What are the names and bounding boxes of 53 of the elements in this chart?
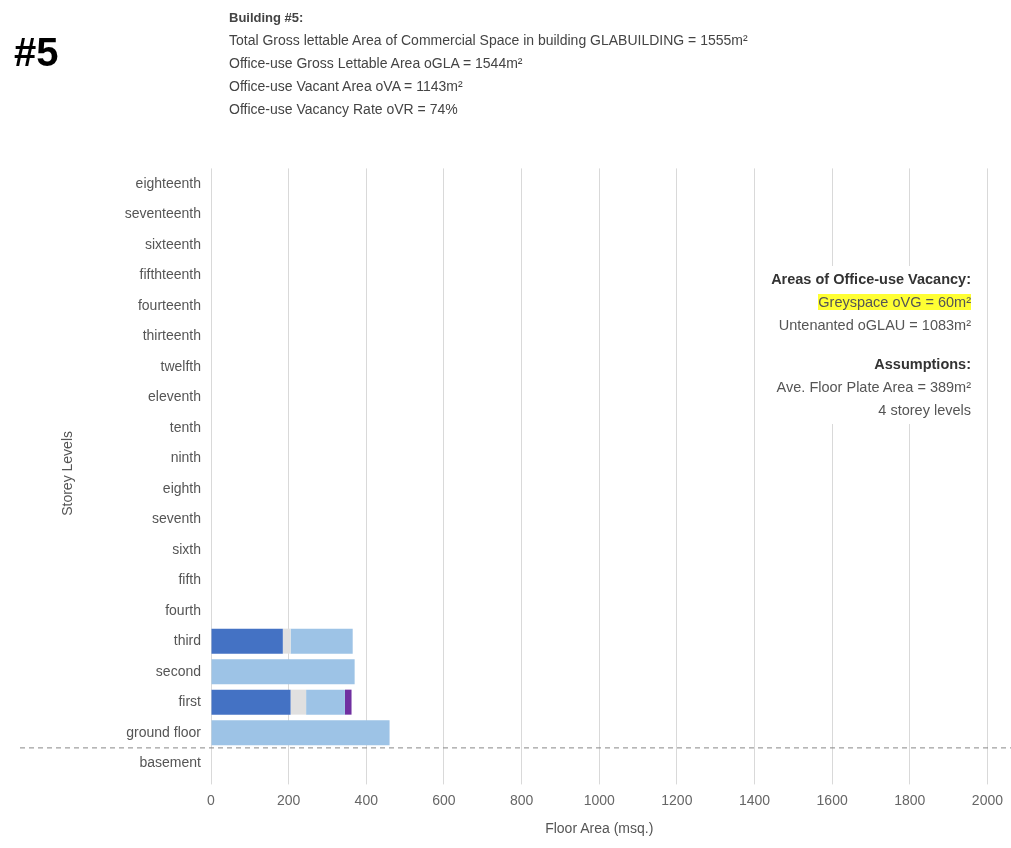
bar — [211, 659, 355, 685]
y-tick-label: ground floor — [126, 723, 202, 740]
text: Office-use Gross Lettable Area oGLA = 1544m² — [229, 54, 524, 73]
y-tick-label: thirteenth — [142, 327, 201, 344]
y-tick-label: eleventh — [148, 388, 201, 405]
text: Office-use Vacant Area oVA = 1143m² — [229, 77, 464, 96]
x-tick-label: 200 — [276, 791, 301, 808]
y-tick-label: second — [155, 662, 201, 679]
y-tick-label: sixteenth — [144, 235, 201, 252]
x-tick-label: 800 — [509, 791, 534, 808]
y-tick-label: seventeenth — [124, 205, 201, 222]
x-tick-label: 1400 — [738, 791, 771, 808]
x-tick-label: 600 — [432, 791, 456, 808]
annotation: 4 storey levels — [878, 402, 971, 418]
annotation: Areas of Office-use Vacancy: — [771, 271, 971, 287]
y-tick-label: basement — [139, 754, 202, 771]
bar — [211, 689, 291, 715]
text: Total Gross lettable Area of Commercial Space in building GLABUILDING = 1555m² — [229, 31, 748, 50]
x-tick-label: 400 — [354, 791, 379, 808]
x-tick-label: 0 — [207, 791, 216, 808]
x-axis-title: Floor Area (msq.) — [545, 820, 654, 837]
annotation: Assumptions: — [874, 356, 971, 372]
bar — [290, 628, 353, 654]
bar — [211, 720, 390, 746]
y-axis-title: Storey Levels — [59, 430, 76, 516]
y-tick-label: tenth — [169, 418, 201, 435]
chart-title: #5 — [14, 30, 59, 75]
bar — [306, 689, 345, 715]
annotation: Ave. Floor Plate Area = 389m² — [776, 379, 971, 395]
bar — [344, 689, 352, 715]
x-tick-label: 1200 — [661, 791, 693, 808]
y-tick-label: first — [178, 693, 202, 710]
x-tick-label: 2000 — [971, 791, 1004, 808]
y-tick-label: fourth — [165, 601, 201, 618]
x-tick-label: 1800 — [894, 791, 926, 808]
x-tick-label: 1600 — [816, 791, 848, 808]
y-tick-label: third — [173, 632, 201, 649]
y-tick-label: fourteenth — [137, 296, 201, 313]
y-tick-label: eighth — [162, 479, 201, 496]
y-tick-label: eighteenth — [135, 174, 201, 191]
bar — [290, 689, 307, 715]
y-tick-label: seventh — [151, 510, 201, 527]
annotation: Greyspace oVG = 60m² — [818, 294, 971, 310]
y-tick-label: sixth — [172, 540, 201, 557]
y-tick-label: fifth — [178, 571, 201, 588]
y-tick-label: ninth — [170, 449, 201, 466]
y-tick-label: fifthteenth — [139, 266, 201, 283]
chart-subtitle: Building #5: — [229, 9, 305, 27]
annotation: Untenanted oGLAU = 1083m² — [778, 317, 971, 333]
bar — [211, 628, 283, 654]
y-tick-label: twelfth — [160, 357, 201, 374]
text: Office-use Vacancy Rate oVR = 74% — [229, 100, 459, 119]
x-tick-label: 1000 — [583, 791, 615, 808]
